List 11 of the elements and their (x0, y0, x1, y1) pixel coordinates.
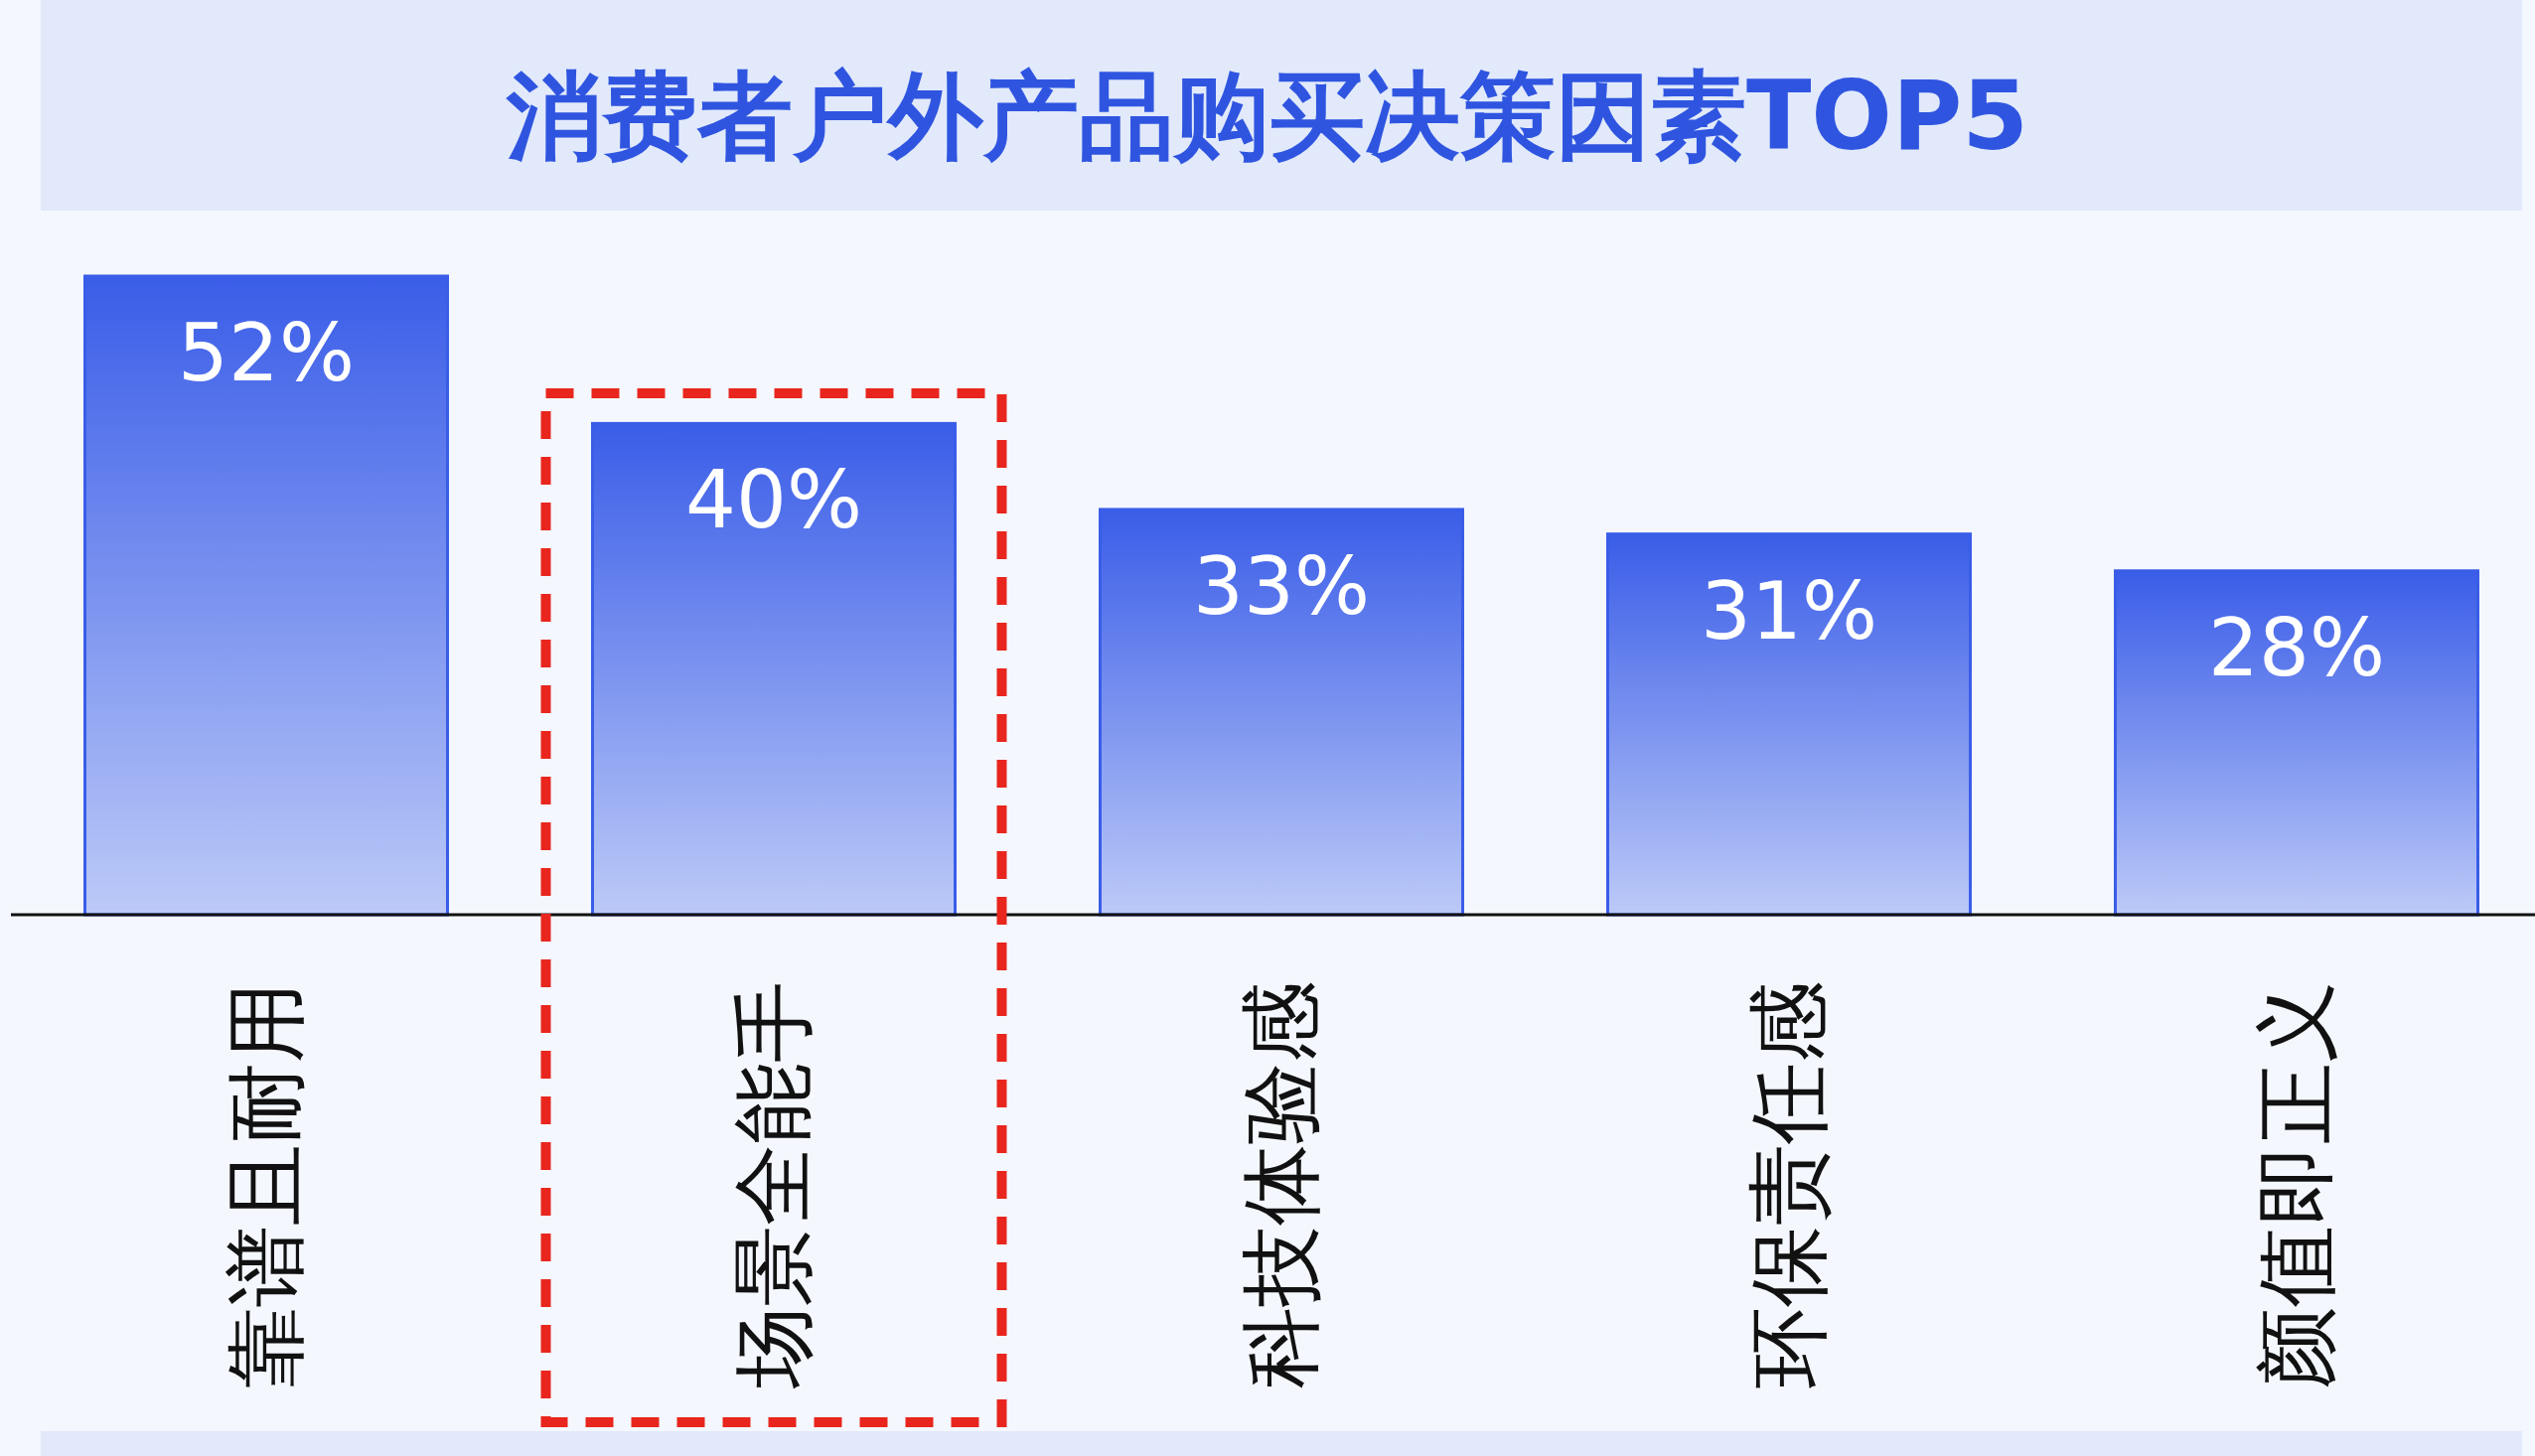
x-tick-label: 颜值即正义 (2249, 981, 2343, 1388)
x-tick-label: 场景全能手 (726, 981, 820, 1389)
data-label: 52% (178, 307, 355, 399)
data-label: 28% (2208, 601, 2385, 694)
data-label: 33% (1193, 539, 1370, 633)
data-label: 31% (1701, 564, 1877, 657)
x-tick-label: 靠谱且耐用 (219, 981, 313, 1388)
data-label: 40% (685, 454, 862, 547)
x-tick-label: 环保责任感 (1741, 981, 1836, 1388)
x-tick-label: 科技体验感 (1234, 981, 1328, 1388)
chart-title: 消费者户外产品购买决策因素TOP5 (505, 61, 2029, 172)
